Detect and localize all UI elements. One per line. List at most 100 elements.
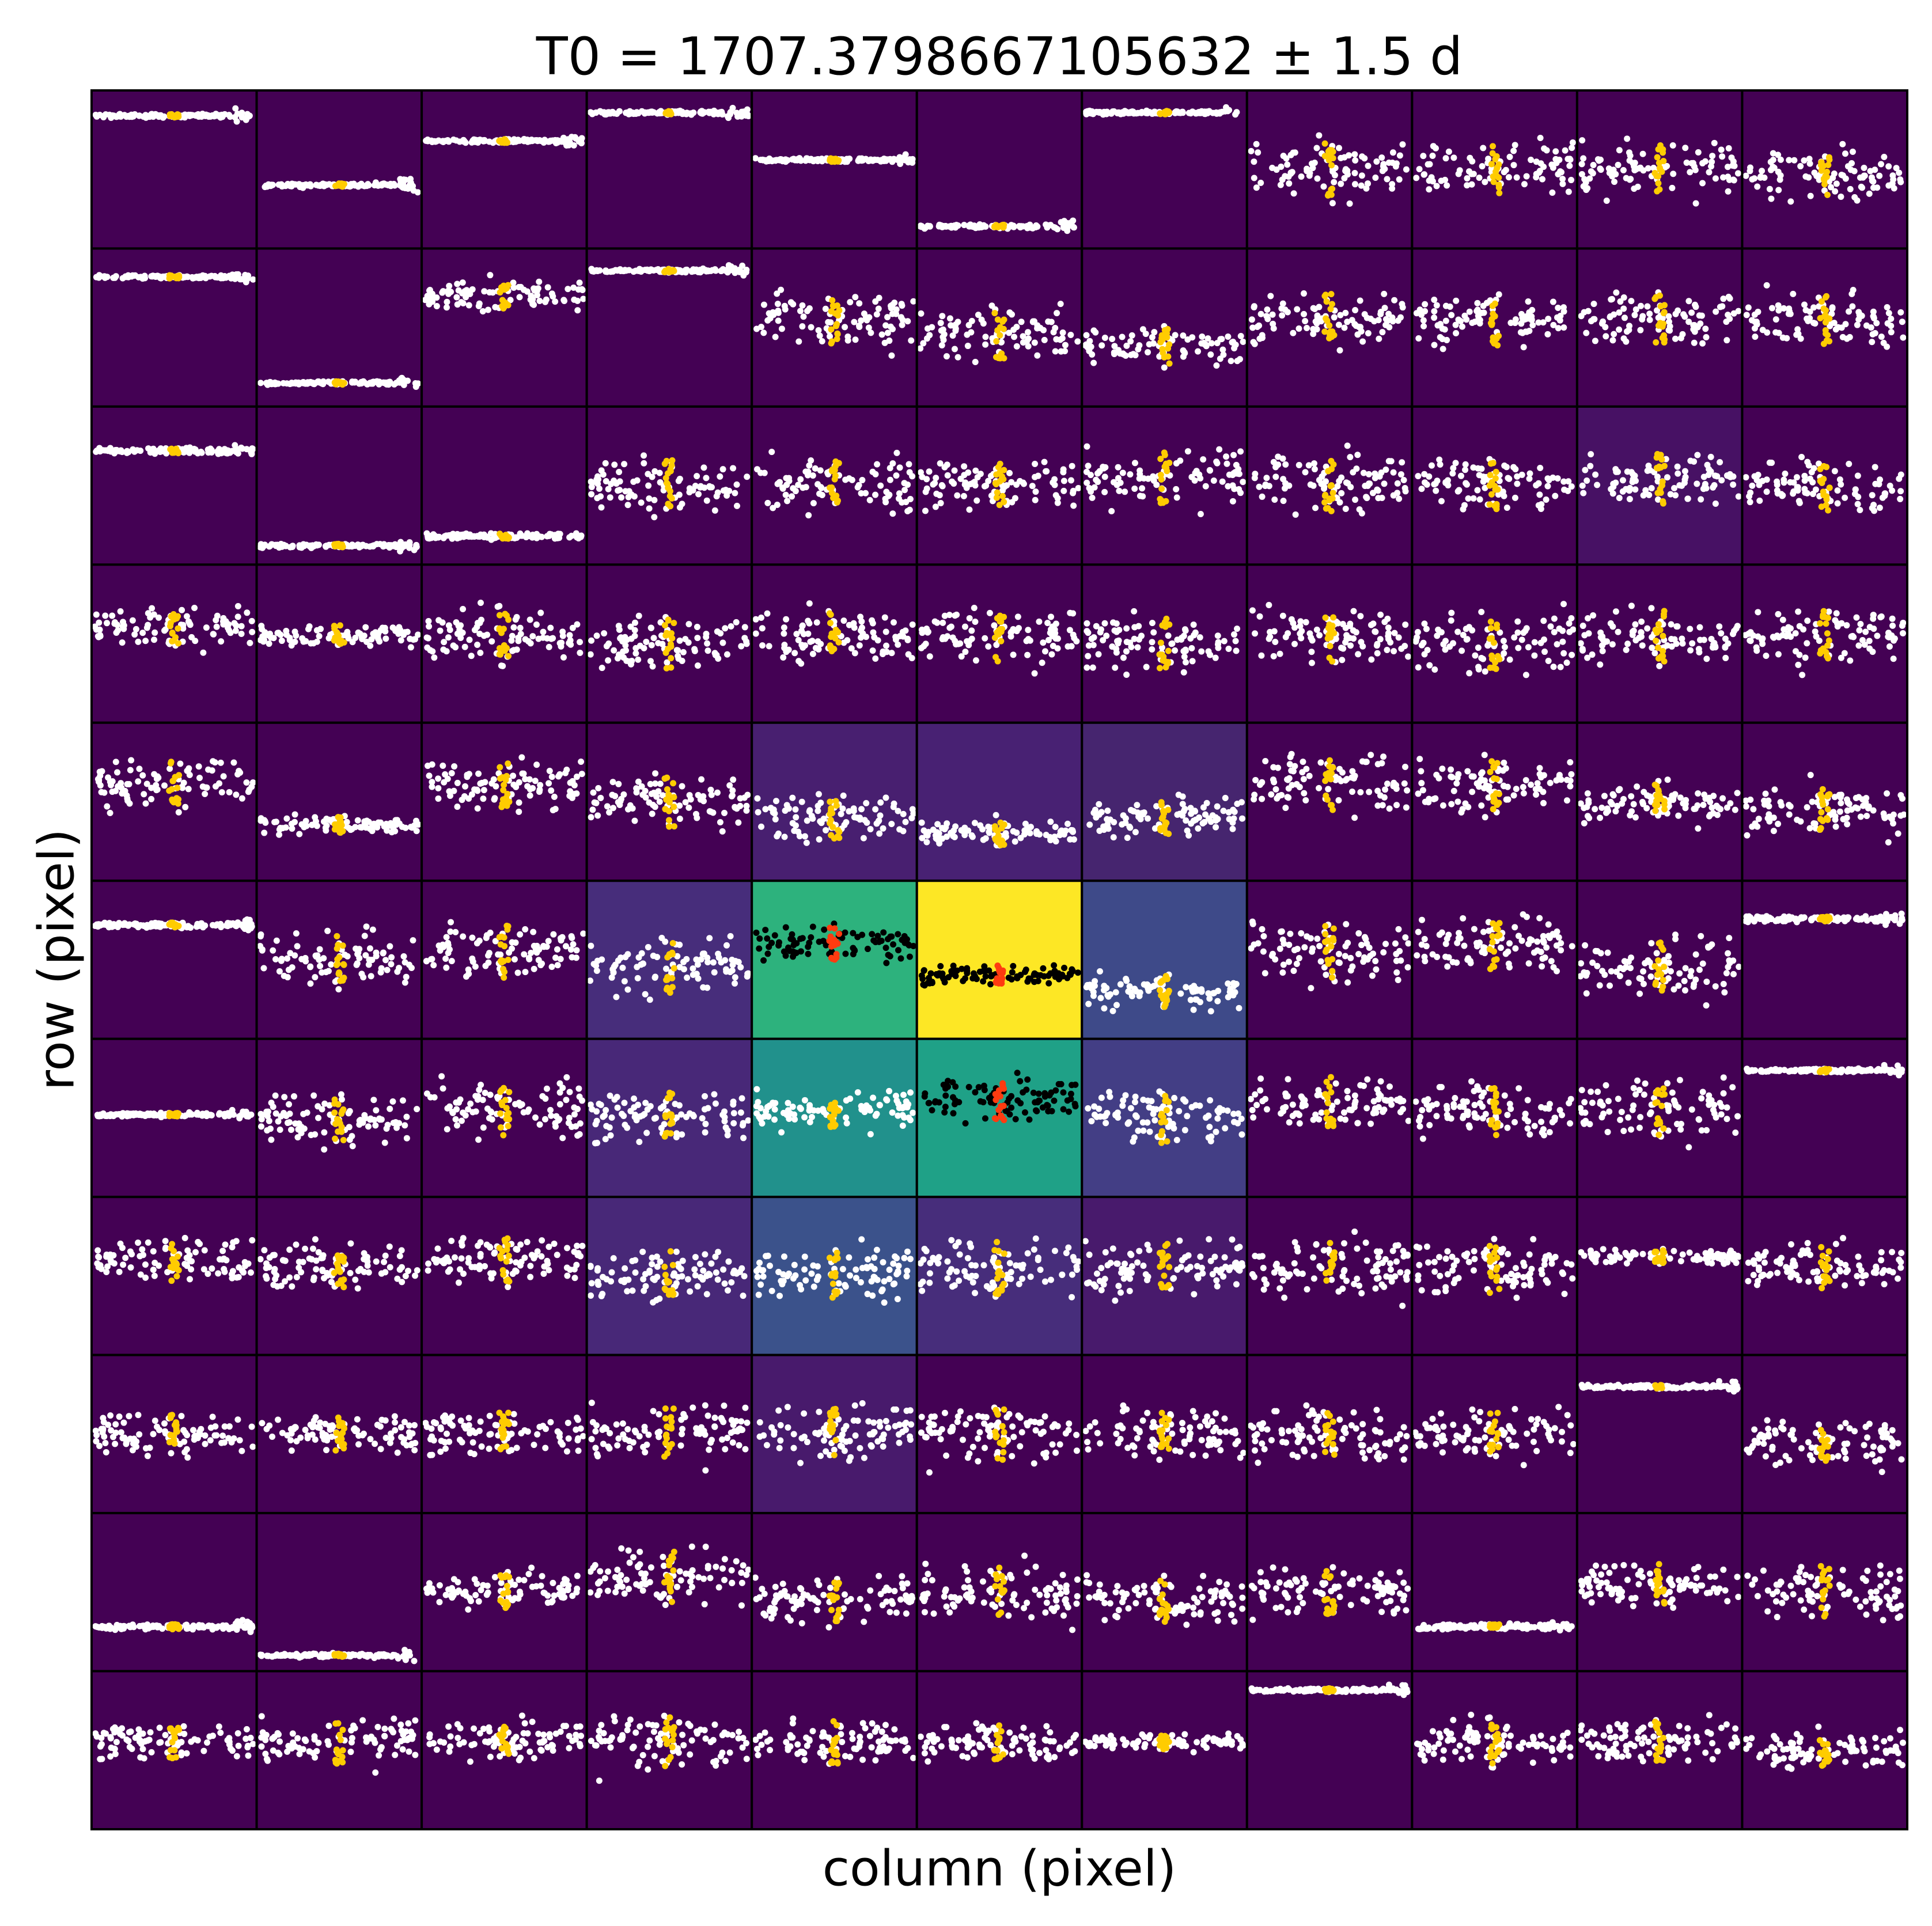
transit-point [1661,339,1668,346]
flux-point [1062,342,1069,348]
flux-point [1790,488,1797,495]
flux-point [594,473,601,480]
flux-point [267,634,274,641]
flux-point [1448,312,1455,319]
pixel-cell [915,89,1084,250]
flux-point [183,613,190,620]
flux-point [1854,321,1861,328]
flux-point [574,297,581,304]
flux-point [904,318,911,325]
flux-point [257,380,264,386]
flux-point [126,113,133,120]
flux-point [1112,664,1119,671]
flux-point [135,638,142,645]
transit-point [1488,652,1495,659]
transit-point [1818,298,1825,305]
transit-point [1327,634,1334,641]
transit-point [1492,468,1499,475]
transit-point [1329,495,1336,502]
flux-point [1475,644,1482,651]
flux-point [611,461,618,468]
flux-point [149,112,156,119]
flux-point [1766,459,1773,466]
flux-point [685,621,692,628]
transit-point [1157,456,1164,462]
flux-point [614,655,621,662]
flux-point [1377,636,1384,643]
flux-point [893,310,900,317]
transit-point [1325,191,1332,198]
flux-point [348,181,355,188]
flux-point [1251,175,1257,181]
flux-point [1270,325,1277,332]
flux-point [813,619,820,626]
flux-point [1180,669,1187,676]
flux-point [460,300,467,307]
pixel-cell [255,89,423,250]
flux-point [971,605,978,612]
transit-point [835,157,842,164]
flux-point [822,305,829,312]
flux-point [1619,477,1626,484]
pixel-cell [1245,405,1414,566]
flux-point [1083,468,1090,475]
transit-point [1657,303,1664,310]
flux-point [262,184,268,191]
flux-point [533,621,540,628]
flux-point [706,483,713,490]
flux-point [1878,333,1885,340]
flux-point [1420,323,1427,329]
flux-point [431,654,438,661]
transit-point [1496,189,1503,196]
transit-point [1321,140,1328,147]
flux-point [805,630,812,637]
flux-point [203,624,210,631]
transit-point [1660,146,1666,153]
pixel-cell [1411,247,1578,408]
flux-point [630,478,637,485]
flux-point [1382,467,1389,473]
flux-point [1240,338,1247,345]
flux-point [1775,187,1782,194]
flux-point [1590,301,1597,308]
flux-point [759,156,766,163]
flux-point [923,476,930,483]
transit-point [997,324,1003,331]
flux-point [1032,488,1039,495]
transit-point [1489,302,1496,309]
flux-point [1536,491,1543,498]
flux-point [1442,638,1449,644]
flux-point [1479,163,1486,170]
flux-point [278,638,285,644]
flux-point [1290,329,1297,336]
flux-point [703,475,710,482]
flux-point [966,506,973,513]
flux-point [598,467,605,474]
flux-point [137,448,144,454]
transit-point [502,299,509,306]
flux-point [1709,158,1715,165]
flux-point [1415,473,1422,480]
flux-point [985,477,992,484]
flux-point [471,533,478,540]
flux-point [1537,639,1544,646]
flux-point [649,663,656,670]
flux-point [1006,309,1013,316]
pixel-cell [90,405,258,566]
flux-point [1010,222,1017,229]
transit-point [828,340,835,347]
transit-point [1821,313,1828,320]
flux-point [982,333,989,340]
transit-point [1321,293,1328,299]
flux-point [317,181,324,188]
flux-point [1602,324,1609,331]
transit-point [1001,467,1007,473]
flux-point [1501,643,1508,650]
flux-point [1469,158,1476,165]
transit-point [1822,319,1829,326]
flux-point [1431,314,1438,321]
flux-point [578,135,585,142]
flux-point [411,547,418,553]
pixel-cell [1575,405,1744,566]
flux-point [1759,168,1766,175]
